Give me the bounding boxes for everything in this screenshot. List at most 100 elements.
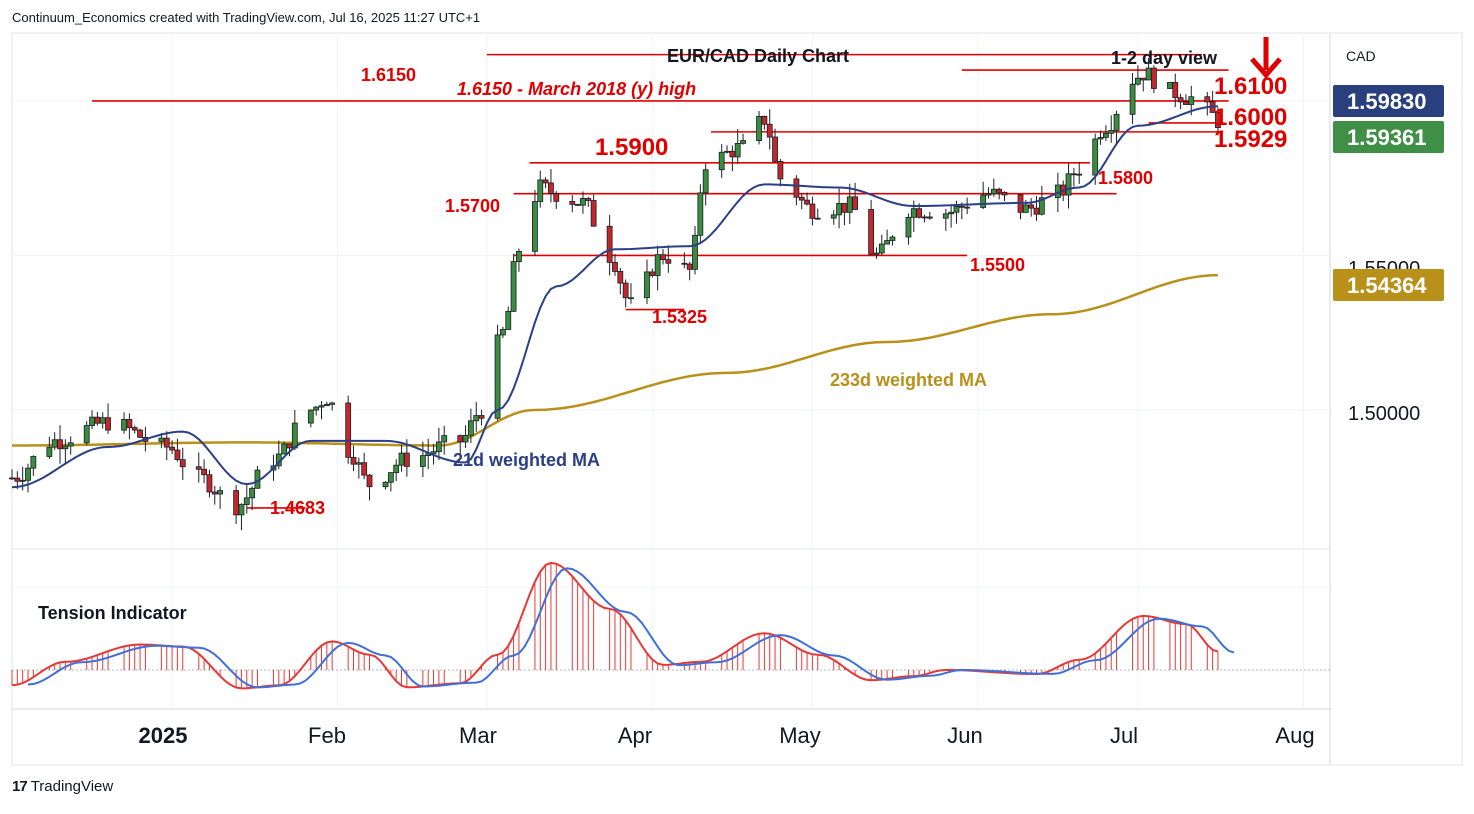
time-label-2025: 2025 [139, 723, 188, 748]
candle-body-2025-06-26 [1108, 130, 1115, 134]
candle-body-2025-03-24 [606, 225, 613, 263]
candle-body-2025-02-07 [366, 474, 373, 488]
candle-body-2025-02-04 [350, 456, 357, 465]
candle-body-2025-04-30 [804, 199, 810, 205]
chart-attribution: Continuum_Economics created with Trading… [12, 10, 481, 25]
candle-body-2025-06-04 [990, 188, 997, 195]
candle-body-2025-05-02 [814, 217, 821, 220]
candle-body-2025-02-24 [457, 435, 464, 443]
candle-body-2024-12-19 [99, 417, 106, 424]
level-5325-label: 1.5325 [652, 307, 707, 327]
candle-body-2025-03-28 [628, 297, 634, 300]
candle-body-2025-03-13 [548, 182, 554, 195]
candle-body-2025-01-30 [323, 403, 330, 407]
candle-body-2025-02-17 [419, 455, 426, 467]
candle-body-2024-12-10 [51, 439, 58, 448]
candle-body-2025-01-13 [233, 490, 240, 516]
candle-body-2025-03-26 [617, 271, 624, 284]
candle-body-2025-06-02 [980, 194, 987, 208]
candle-body-2025-03-31 [644, 271, 650, 299]
candle-body-2024-12-25 [131, 427, 138, 431]
candle-body-2024-12-24 [126, 419, 133, 429]
ma233-line [12, 273, 1218, 447]
candle-body-2025-01-14 [238, 504, 245, 516]
candle-body-2024-12-17 [89, 416, 95, 426]
candle-body-2025-07-01 [1135, 77, 1141, 85]
level-5900-label: 1.5900 [595, 134, 668, 161]
candle-body-2025-05-08 [846, 196, 853, 213]
grid-lines [12, 33, 1330, 709]
ma233-price-badge-text: 1.54364 [1347, 273, 1427, 298]
tension-label: Tension Indicator [38, 603, 187, 623]
main-pane-frame [11, 32, 1331, 710]
time-axis[interactable]: 2025 Feb Mar Apr May Jun Jul Aug [139, 723, 1315, 748]
candle-body-2025-05-19 [905, 216, 912, 238]
candle-body-2025-06-30 [1129, 83, 1136, 115]
candle-body-2024-12-31 [163, 437, 170, 448]
candle-body-2025-04-18 [740, 140, 746, 144]
candle-body-2025-05-20 [910, 208, 917, 218]
candle-body-2025-01-29 [318, 405, 325, 408]
price-axis[interactable]: CAD 1.55000 1.50000 1.59830 1.59361 1.54… [1333, 48, 1444, 425]
candle-body-2025-04-21 [756, 115, 762, 141]
candle-body-2025-06-13 [1038, 197, 1045, 215]
candle-body-2025-07-07 [1167, 82, 1173, 89]
current-price-badge-text: 1.59361 [1347, 125, 1427, 150]
candle-body-2025-05-29 [958, 205, 965, 208]
candle-body-2025-02-03 [345, 402, 352, 458]
candle-body-2025-07-14 [1204, 96, 1211, 103]
level-4683-label: 1.4683 [270, 498, 325, 518]
candle-body-2025-07-10 [1183, 101, 1189, 105]
candle-body-2025-06-20 [1076, 173, 1083, 176]
candle-body-2024-12-02 [9, 477, 15, 480]
candle-body-2025-03-18 [574, 203, 581, 206]
candle-body-2024-12-05 [25, 467, 31, 481]
candle-body-2025-05-01 [809, 203, 816, 219]
tradingview-logo-icon: 17 [12, 778, 28, 795]
candle-body-2025-04-15 [724, 150, 730, 153]
candle-body-2025-07-16 [1215, 112, 1221, 129]
candle-body-2025-05-16 [889, 236, 896, 241]
time-label-may: May [779, 723, 821, 748]
candle-body-2024-12-04 [19, 479, 26, 482]
candle-body-2025-01-24 [291, 422, 298, 449]
level-6000-label: 1.6000 [1214, 104, 1287, 131]
candle-body-2025-06-11 [1028, 204, 1035, 209]
candle-body-2025-02-12 [393, 464, 400, 474]
candle-body-2025-05-23 [926, 216, 933, 219]
candle-body-2025-03-12 [542, 179, 549, 184]
time-label-apr: Apr [618, 723, 652, 748]
time-label-jun: Jun [947, 723, 982, 748]
candle-body-2025-01-31 [329, 402, 336, 405]
time-label-feb: Feb [308, 723, 346, 748]
candle-body-2025-06-23 [1092, 138, 1099, 176]
candle-body-2024-12-18 [94, 416, 101, 424]
last-price-badge [1333, 85, 1444, 117]
candle-body-2025-03-17 [569, 200, 576, 205]
candle-body-2025-02-11 [387, 472, 394, 483]
support-resistance-levels [92, 53, 1229, 509]
candle-body-2025-06-06 [1001, 191, 1008, 196]
candle-body-2025-02-27 [473, 415, 480, 422]
candle-body-2025-05-06 [836, 203, 842, 216]
candlesticks [9, 57, 1221, 531]
candle-body-2025-03-05 [505, 310, 512, 330]
candle-body-2024-12-12 [62, 445, 69, 450]
candle-body-2025-02-05 [355, 462, 362, 465]
candle-body-2024-12-30 [158, 437, 165, 442]
tension-indicator [11, 561, 1235, 690]
last-price-badge-text: 1.59830 [1347, 89, 1427, 114]
tradingview-logo[interactable]: 17 TradingView [12, 778, 113, 795]
candle-body-2025-02-21 [441, 435, 448, 443]
ma21-line [11, 105, 1218, 489]
candle-body-2025-02-19 [430, 451, 437, 455]
candle-body-2024-12-03 [14, 477, 21, 482]
candle-body-2025-01-03 [179, 459, 186, 468]
candle-body-2025-01-01 [169, 446, 175, 451]
candle-body-2025-07-03 [1145, 67, 1152, 81]
candle-body-2025-02-25 [462, 434, 469, 443]
candle-body-2025-02-06 [361, 462, 368, 476]
chart-title: EUR/CAD Daily Chart [667, 46, 849, 66]
